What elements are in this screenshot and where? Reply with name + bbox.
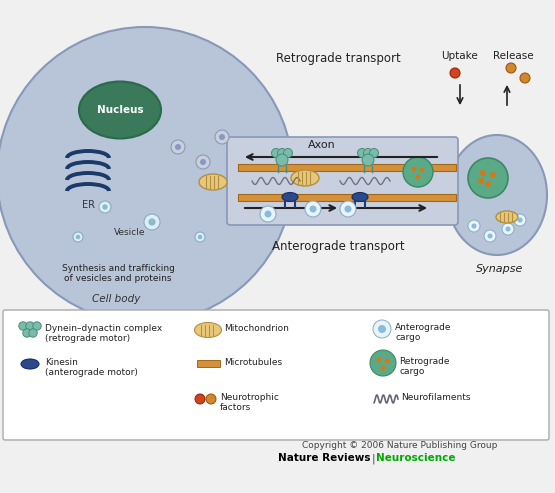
Circle shape <box>362 154 374 166</box>
Circle shape <box>370 350 396 376</box>
Text: Neurotrophic
factors: Neurotrophic factors <box>220 393 279 413</box>
Circle shape <box>33 322 41 330</box>
Text: Synapse: Synapse <box>476 264 524 274</box>
Circle shape <box>19 322 27 330</box>
Circle shape <box>370 148 379 157</box>
Text: Axon: Axon <box>308 140 336 150</box>
Circle shape <box>373 320 391 338</box>
Circle shape <box>195 394 205 404</box>
Circle shape <box>75 235 80 239</box>
Circle shape <box>23 329 31 337</box>
Circle shape <box>196 155 210 169</box>
Circle shape <box>420 168 425 173</box>
Circle shape <box>472 223 477 228</box>
Circle shape <box>345 206 351 212</box>
Circle shape <box>376 357 381 362</box>
Text: ER: ER <box>82 200 95 210</box>
Text: Cell body: Cell body <box>92 294 140 304</box>
Text: Copyright © 2006 Nature Publishing Group: Copyright © 2006 Nature Publishing Group <box>302 441 498 450</box>
Circle shape <box>102 204 108 210</box>
Circle shape <box>276 154 288 166</box>
Circle shape <box>198 235 202 239</box>
Circle shape <box>357 148 366 157</box>
Text: Mitochondrion: Mitochondrion <box>224 324 289 333</box>
Circle shape <box>175 144 181 150</box>
Text: Uptake: Uptake <box>442 51 478 61</box>
Text: Nature Reviews: Nature Reviews <box>278 453 370 463</box>
Circle shape <box>378 325 386 333</box>
Circle shape <box>200 159 206 165</box>
Circle shape <box>411 167 416 172</box>
Circle shape <box>284 148 292 157</box>
Ellipse shape <box>194 322 221 338</box>
Circle shape <box>195 232 205 242</box>
Circle shape <box>265 211 271 217</box>
Circle shape <box>403 157 433 187</box>
Circle shape <box>490 172 496 178</box>
Circle shape <box>260 206 276 222</box>
Circle shape <box>416 175 421 179</box>
Circle shape <box>364 148 372 157</box>
Circle shape <box>381 365 386 371</box>
Circle shape <box>219 134 225 140</box>
Ellipse shape <box>291 170 319 186</box>
Circle shape <box>278 148 286 157</box>
Bar <box>238 193 456 201</box>
Circle shape <box>26 322 34 330</box>
Circle shape <box>171 140 185 154</box>
Text: Retrograde transport: Retrograde transport <box>276 52 400 65</box>
Circle shape <box>206 394 216 404</box>
Ellipse shape <box>496 211 518 223</box>
Circle shape <box>148 218 155 226</box>
Circle shape <box>468 158 508 198</box>
Circle shape <box>310 206 316 212</box>
Circle shape <box>0 27 293 323</box>
Text: Retrograde
cargo: Retrograde cargo <box>399 357 450 376</box>
FancyBboxPatch shape <box>3 310 549 440</box>
Circle shape <box>484 230 496 242</box>
Text: Release: Release <box>493 51 533 61</box>
Circle shape <box>517 217 522 222</box>
Text: Synthesis and trafficking
of vesicles and proteins: Synthesis and trafficking of vesicles an… <box>62 264 174 283</box>
Circle shape <box>487 234 492 239</box>
Text: |: | <box>371 453 375 463</box>
Ellipse shape <box>79 81 161 139</box>
Bar <box>197 360 220 367</box>
Ellipse shape <box>352 192 368 202</box>
Circle shape <box>506 226 511 232</box>
Ellipse shape <box>21 359 39 369</box>
Ellipse shape <box>447 135 547 255</box>
Text: Anterograde
cargo: Anterograde cargo <box>395 323 452 343</box>
Circle shape <box>305 201 321 217</box>
Circle shape <box>99 201 111 213</box>
Circle shape <box>480 170 486 176</box>
Circle shape <box>478 178 484 184</box>
Text: Vesicle: Vesicle <box>114 228 145 237</box>
Circle shape <box>215 130 229 144</box>
Text: Nucleus: Nucleus <box>97 105 143 115</box>
Text: Neuroscience: Neuroscience <box>376 453 456 463</box>
Ellipse shape <box>199 174 227 190</box>
Text: Dynein–dynactin complex
(retrograde motor): Dynein–dynactin complex (retrograde moto… <box>45 324 162 344</box>
Circle shape <box>271 148 280 157</box>
Circle shape <box>144 214 160 230</box>
FancyBboxPatch shape <box>227 137 458 225</box>
Circle shape <box>502 223 514 235</box>
Circle shape <box>506 63 516 73</box>
Circle shape <box>468 220 480 232</box>
Text: Microtubules: Microtubules <box>224 358 282 367</box>
Text: Kinesin
(anterograde motor): Kinesin (anterograde motor) <box>45 358 138 378</box>
Ellipse shape <box>282 192 298 202</box>
Circle shape <box>520 73 530 83</box>
Text: Neurofilaments: Neurofilaments <box>401 393 471 402</box>
Circle shape <box>385 358 390 363</box>
Circle shape <box>485 181 491 187</box>
Text: Anterograde transport: Anterograde transport <box>272 240 404 253</box>
Bar <box>238 164 456 171</box>
Circle shape <box>73 232 83 242</box>
Circle shape <box>450 68 460 78</box>
Circle shape <box>340 201 356 217</box>
Circle shape <box>514 214 526 226</box>
Circle shape <box>29 329 37 337</box>
